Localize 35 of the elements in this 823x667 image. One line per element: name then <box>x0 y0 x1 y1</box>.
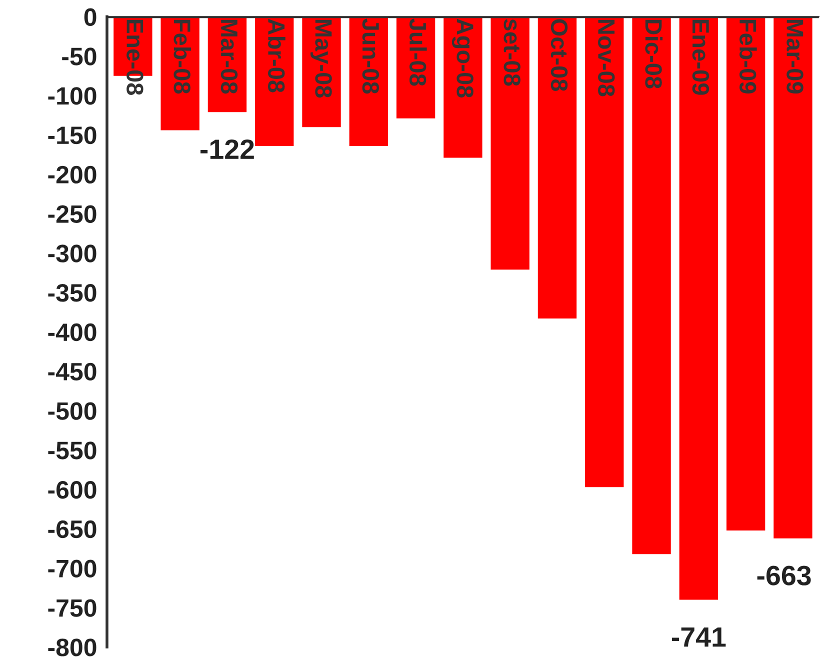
y-tick-label: -300 <box>48 244 96 262</box>
x-tick-label: Feb-09 <box>739 20 757 94</box>
x-tick-label: Nov-08 <box>598 20 615 96</box>
y-tick-label: -150 <box>48 126 96 144</box>
y-tick-label: -50 <box>62 48 96 66</box>
y-tick-label: -600 <box>48 481 96 499</box>
x-tick-label: May-08 <box>310 20 332 98</box>
y-tick-label: -500 <box>48 402 96 420</box>
y-tick-label: -800 <box>48 638 96 656</box>
x-tick-label: Oct-08 <box>550 19 568 92</box>
x-tick-label: Jun-08 <box>362 18 380 94</box>
x-tick-label: Dic-08 <box>645 20 663 88</box>
x-tick-label: Ene-08 <box>126 20 144 95</box>
y-tick-label: -400 <box>48 323 96 342</box>
y-tick-label: -700 <box>48 560 96 578</box>
x-tick-label: Mar-08 <box>220 20 238 94</box>
data-label: -741 <box>672 627 726 647</box>
y-tick-label: -450 <box>48 362 96 381</box>
x-tick-label: Feb-08 <box>174 20 192 94</box>
data-label: -663 <box>757 566 811 586</box>
y-tick-label: -100 <box>48 87 96 105</box>
x-tick-label: Ene-09 <box>692 20 710 95</box>
x-tick-label: Abr-08 <box>268 18 286 92</box>
x-tick-label: Jul-08 <box>409 18 427 86</box>
y-tick-label: -350 <box>48 284 96 302</box>
y-tick-label: -250 <box>48 205 96 223</box>
y-tick-label: -650 <box>48 520 96 538</box>
x-tick-label: Ago-08 <box>452 18 474 98</box>
x-tick-label: set-08 <box>504 19 520 86</box>
y-tick-label: -200 <box>48 166 96 184</box>
y-tick-label: -550 <box>48 442 96 460</box>
x-tick-label: Mar-09 <box>786 20 804 94</box>
y-tick-label: 0 <box>84 8 96 26</box>
y-tick-label: -750 <box>48 599 96 617</box>
data-label: -122 <box>200 139 254 159</box>
